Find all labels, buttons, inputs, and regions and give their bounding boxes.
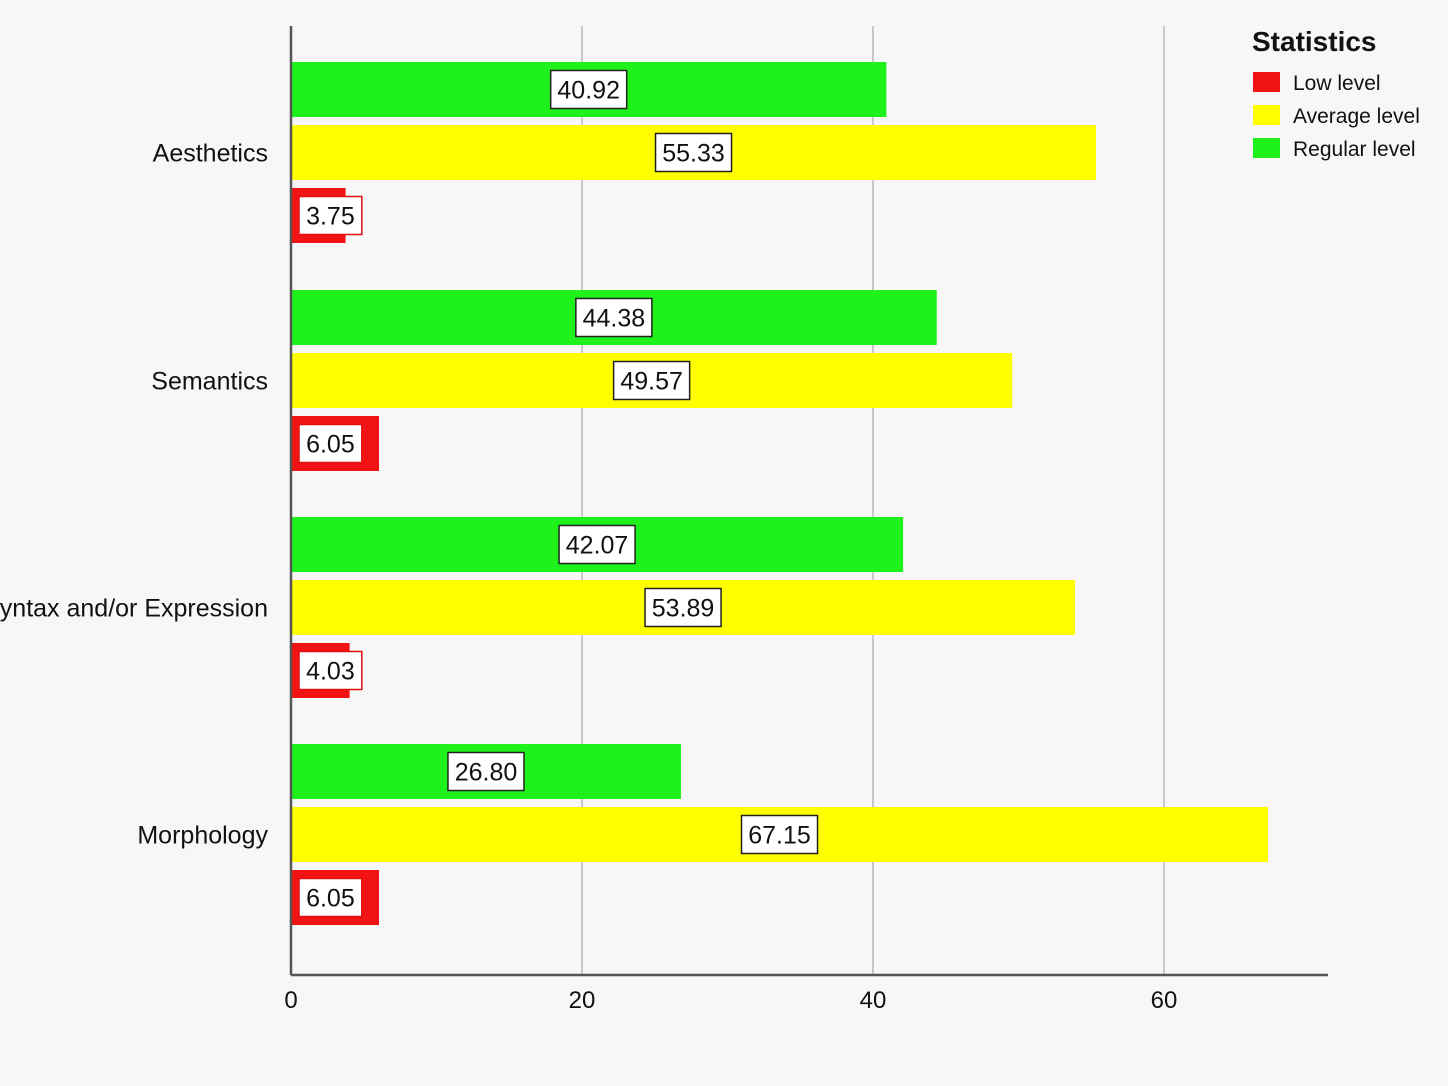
legend-entry-label: Average level <box>1293 105 1420 128</box>
data-label: 26.80 <box>455 759 518 787</box>
tick-labels: 0 20 40 60 <box>284 987 1177 1014</box>
data-label-box <box>644 587 722 628</box>
legend-swatch <box>1253 138 1280 158</box>
data-label-box <box>298 877 363 918</box>
legend: Statistics Low level Average level Regular… <box>1252 26 1420 161</box>
data-label-box <box>298 650 363 691</box>
data-label: 42.07 <box>566 532 629 560</box>
x-tick-label: 0 <box>284 987 297 1014</box>
data-label: 6.05 <box>306 431 355 459</box>
x-tick-label: 40 <box>860 987 887 1014</box>
legend-entry-label: Regular level <box>1293 138 1416 161</box>
data-label: 4.03 <box>306 658 355 686</box>
data-label: 44.38 <box>583 305 646 333</box>
category-label: Syntax and/or Expression <box>0 595 268 623</box>
data-label: 3.75 <box>306 203 355 231</box>
data-label: 67.15 <box>748 822 811 850</box>
data-label: 40.92 <box>557 77 620 105</box>
data-label-box <box>740 814 819 855</box>
axes <box>289 26 1328 977</box>
data-label: 53.89 <box>652 595 715 623</box>
data-label-box <box>558 524 636 565</box>
data-label: 49.57 <box>620 368 683 396</box>
x-tick-label: 60 <box>1151 987 1178 1014</box>
data-label-box <box>654 132 733 173</box>
category-label: Semantics <box>151 368 268 396</box>
category-label: Morphology <box>137 822 268 850</box>
category-label: Aesthetics <box>153 140 268 168</box>
data-label-box <box>575 297 653 338</box>
legend-swatch <box>1253 72 1280 92</box>
data-label-box <box>298 195 363 236</box>
legend-entry-label: Low level <box>1293 72 1381 95</box>
data-label-box <box>447 751 525 792</box>
legend-title: Statistics <box>1252 26 1377 57</box>
data-label-box <box>549 69 628 110</box>
bars: 40.92 55.33 3.75 44.38 49.57 6.05 42.07 53.89 4.… <box>291 62 1269 925</box>
data-label-box <box>298 423 363 464</box>
data-label: 55.33 <box>662 140 725 168</box>
data-label-box <box>612 360 691 401</box>
category-labels: Aesthetics Semantics Syntax and/or Express… <box>0 140 268 850</box>
data-label: 6.05 <box>306 885 355 913</box>
legend-swatch <box>1253 105 1280 125</box>
x-tick-label: 20 <box>569 987 596 1014</box>
